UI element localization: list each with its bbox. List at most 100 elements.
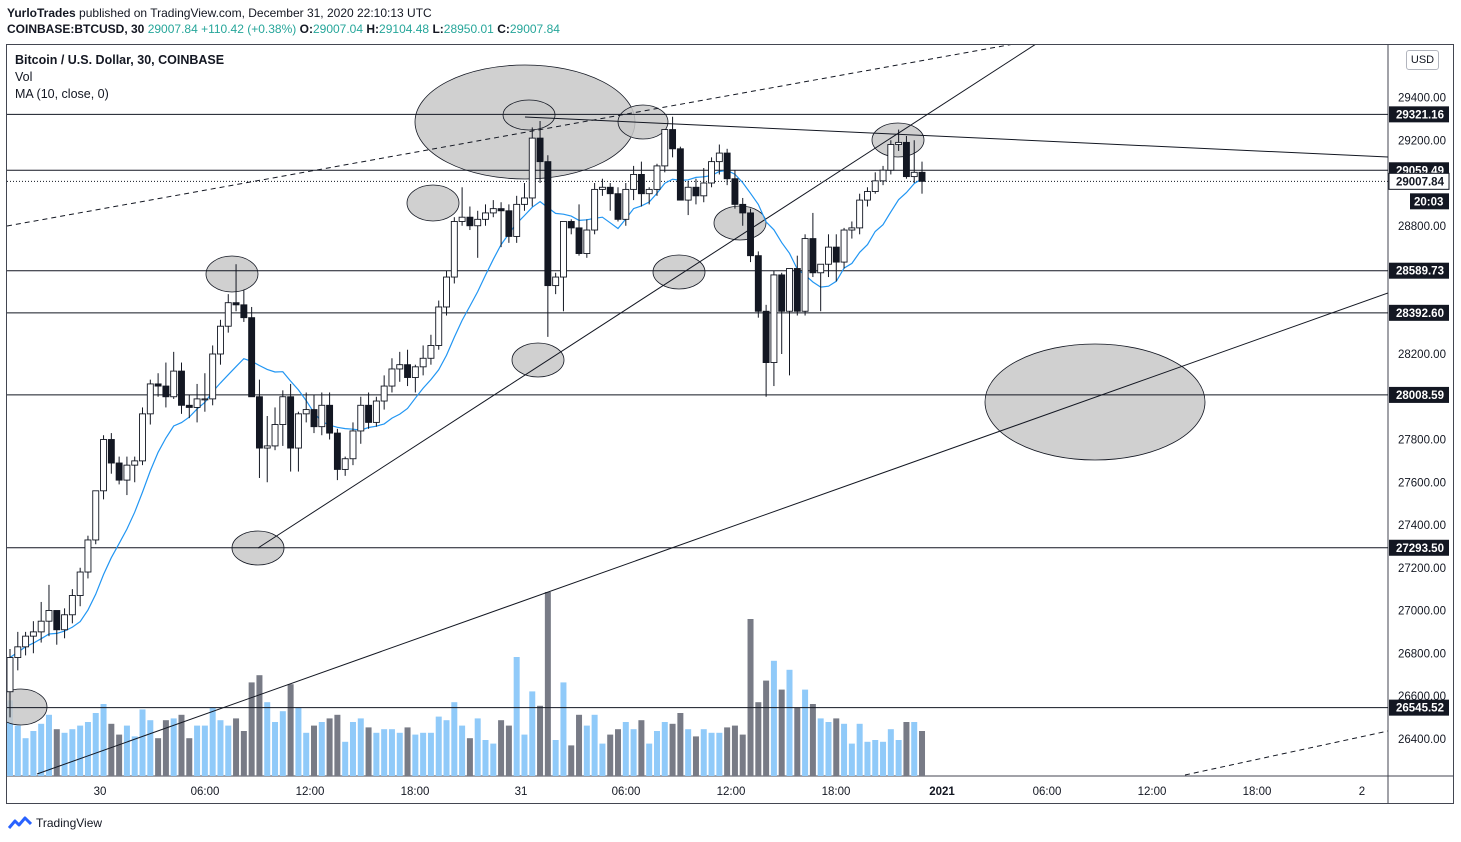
annotation-ellipse[interactable]: [502, 99, 556, 131]
candle-body[interactable]: [864, 191, 871, 201]
candle-body[interactable]: [201, 398, 209, 401]
trend-line[interactable]: [36, 292, 1388, 775]
candle-body[interactable]: [357, 404, 365, 432]
candle-body[interactable]: [770, 274, 778, 364]
candle-body[interactable]: [209, 353, 217, 400]
candle-body[interactable]: [411, 366, 419, 378]
annotation-ellipse[interactable]: [984, 343, 1206, 461]
candle-body[interactable]: [489, 208, 497, 214]
candle-body[interactable]: [809, 238, 817, 274]
candle-body[interactable]: [404, 364, 411, 378]
candle-body[interactable]: [879, 169, 887, 182]
candle-body[interactable]: [684, 186, 692, 201]
candle-body[interactable]: [107, 439, 115, 464]
candle-body[interactable]: [559, 221, 567, 278]
author-name[interactable]: YurloTrades: [7, 6, 76, 20]
candle-body[interactable]: [193, 398, 201, 408]
annotation-ellipse[interactable]: [511, 342, 565, 378]
candle-body[interactable]: [232, 302, 240, 306]
candle-body[interactable]: [419, 357, 427, 368]
candle-body[interactable]: [902, 141, 910, 178]
candle-body[interactable]: [100, 439, 107, 492]
candle-body[interactable]: [123, 464, 131, 481]
trend-line[interactable]: [1184, 730, 1388, 776]
candle-body[interactable]: [131, 460, 139, 466]
candle-body[interactable]: [606, 186, 614, 195]
annotation-ellipse[interactable]: [205, 255, 259, 293]
candle-body[interactable]: [521, 197, 528, 205]
candle-body[interactable]: [287, 396, 295, 449]
candle-body[interactable]: [53, 610, 61, 631]
candle-body[interactable]: [341, 458, 349, 470]
candle-body[interactable]: [754, 255, 762, 312]
candle-body[interactable]: [630, 173, 638, 190]
candle-body[interactable]: [583, 229, 591, 254]
candle-body[interactable]: [271, 424, 279, 447]
candle-body[interactable]: [544, 161, 552, 287]
candle-body[interactable]: [505, 210, 513, 237]
candle-body[interactable]: [84, 539, 92, 573]
candle-body[interactable]: [786, 268, 793, 312]
candle-body[interactable]: [739, 203, 747, 214]
candle-body[interactable]: [146, 383, 154, 415]
candle-body[interactable]: [778, 274, 786, 312]
candle-body[interactable]: [170, 370, 178, 398]
candle-body[interactable]: [708, 161, 715, 184]
candle-body[interactable]: [310, 409, 318, 428]
candle-body[interactable]: [575, 227, 583, 254]
candle-body[interactable]: [723, 152, 731, 180]
candle-body[interactable]: [793, 268, 801, 312]
candle-body[interactable]: [61, 614, 69, 631]
trend-line[interactable]: [524, 116, 1388, 158]
candle-body[interactable]: [653, 165, 661, 190]
candle-body[interactable]: [349, 430, 357, 460]
legend-vol[interactable]: Vol: [15, 70, 33, 84]
candle-body[interactable]: [115, 462, 123, 481]
candle-body[interactable]: [294, 413, 302, 449]
candle-body[interactable]: [614, 193, 622, 220]
candle-body[interactable]: [528, 137, 536, 199]
annotation-ellipse[interactable]: [871, 122, 925, 158]
candle-body[interactable]: [396, 364, 404, 370]
candle-body[interactable]: [7, 657, 14, 693]
candle-body[interactable]: [466, 216, 474, 227]
candle-body[interactable]: [762, 310, 770, 363]
candle-body[interactable]: [458, 216, 466, 222]
candle-body[interactable]: [326, 404, 334, 434]
legend-title[interactable]: Bitcoin / U.S. Dollar, 30, COINBASE: [15, 53, 225, 67]
candle-body[interactable]: [731, 178, 739, 205]
candle-body[interactable]: [622, 188, 630, 220]
candle-body[interactable]: [185, 404, 193, 408]
candle-body[interactable]: [248, 317, 256, 398]
footer-brand[interactable]: TradingView: [8, 815, 102, 831]
annotation-ellipse[interactable]: [406, 184, 460, 222]
legend-ma[interactable]: MA (10, close, 0): [15, 87, 109, 101]
candle-body[interactable]: [856, 199, 864, 229]
candle-body[interactable]: [747, 212, 754, 257]
candle-body[interactable]: [240, 304, 248, 319]
candle-body[interactable]: [68, 595, 76, 616]
candle-body[interactable]: [832, 246, 840, 263]
annotation-ellipse[interactable]: [652, 254, 706, 290]
candle-body[interactable]: [178, 370, 185, 406]
candle-body[interactable]: [14, 646, 22, 658]
candle-body[interactable]: [162, 385, 170, 398]
candle-body[interactable]: [700, 182, 708, 197]
candle-body[interactable]: [645, 188, 653, 195]
candle-body[interactable]: [435, 306, 443, 346]
candle-body[interactable]: [279, 396, 287, 425]
candle-body[interactable]: [825, 246, 832, 265]
candle-body[interactable]: [497, 208, 505, 212]
candle-body[interactable]: [591, 188, 599, 231]
candle-body[interactable]: [37, 620, 45, 633]
candle-body[interactable]: [29, 631, 37, 637]
candle-body[interactable]: [333, 432, 341, 470]
candle-body[interactable]: [154, 383, 162, 387]
candle-body[interactable]: [443, 276, 450, 308]
candle-body[interactable]: [840, 229, 848, 263]
trend-line[interactable]: [7, 40, 1036, 227]
candle-body[interactable]: [482, 212, 489, 220]
candle-body[interactable]: [552, 276, 560, 287]
candle-body[interactable]: [637, 173, 645, 195]
